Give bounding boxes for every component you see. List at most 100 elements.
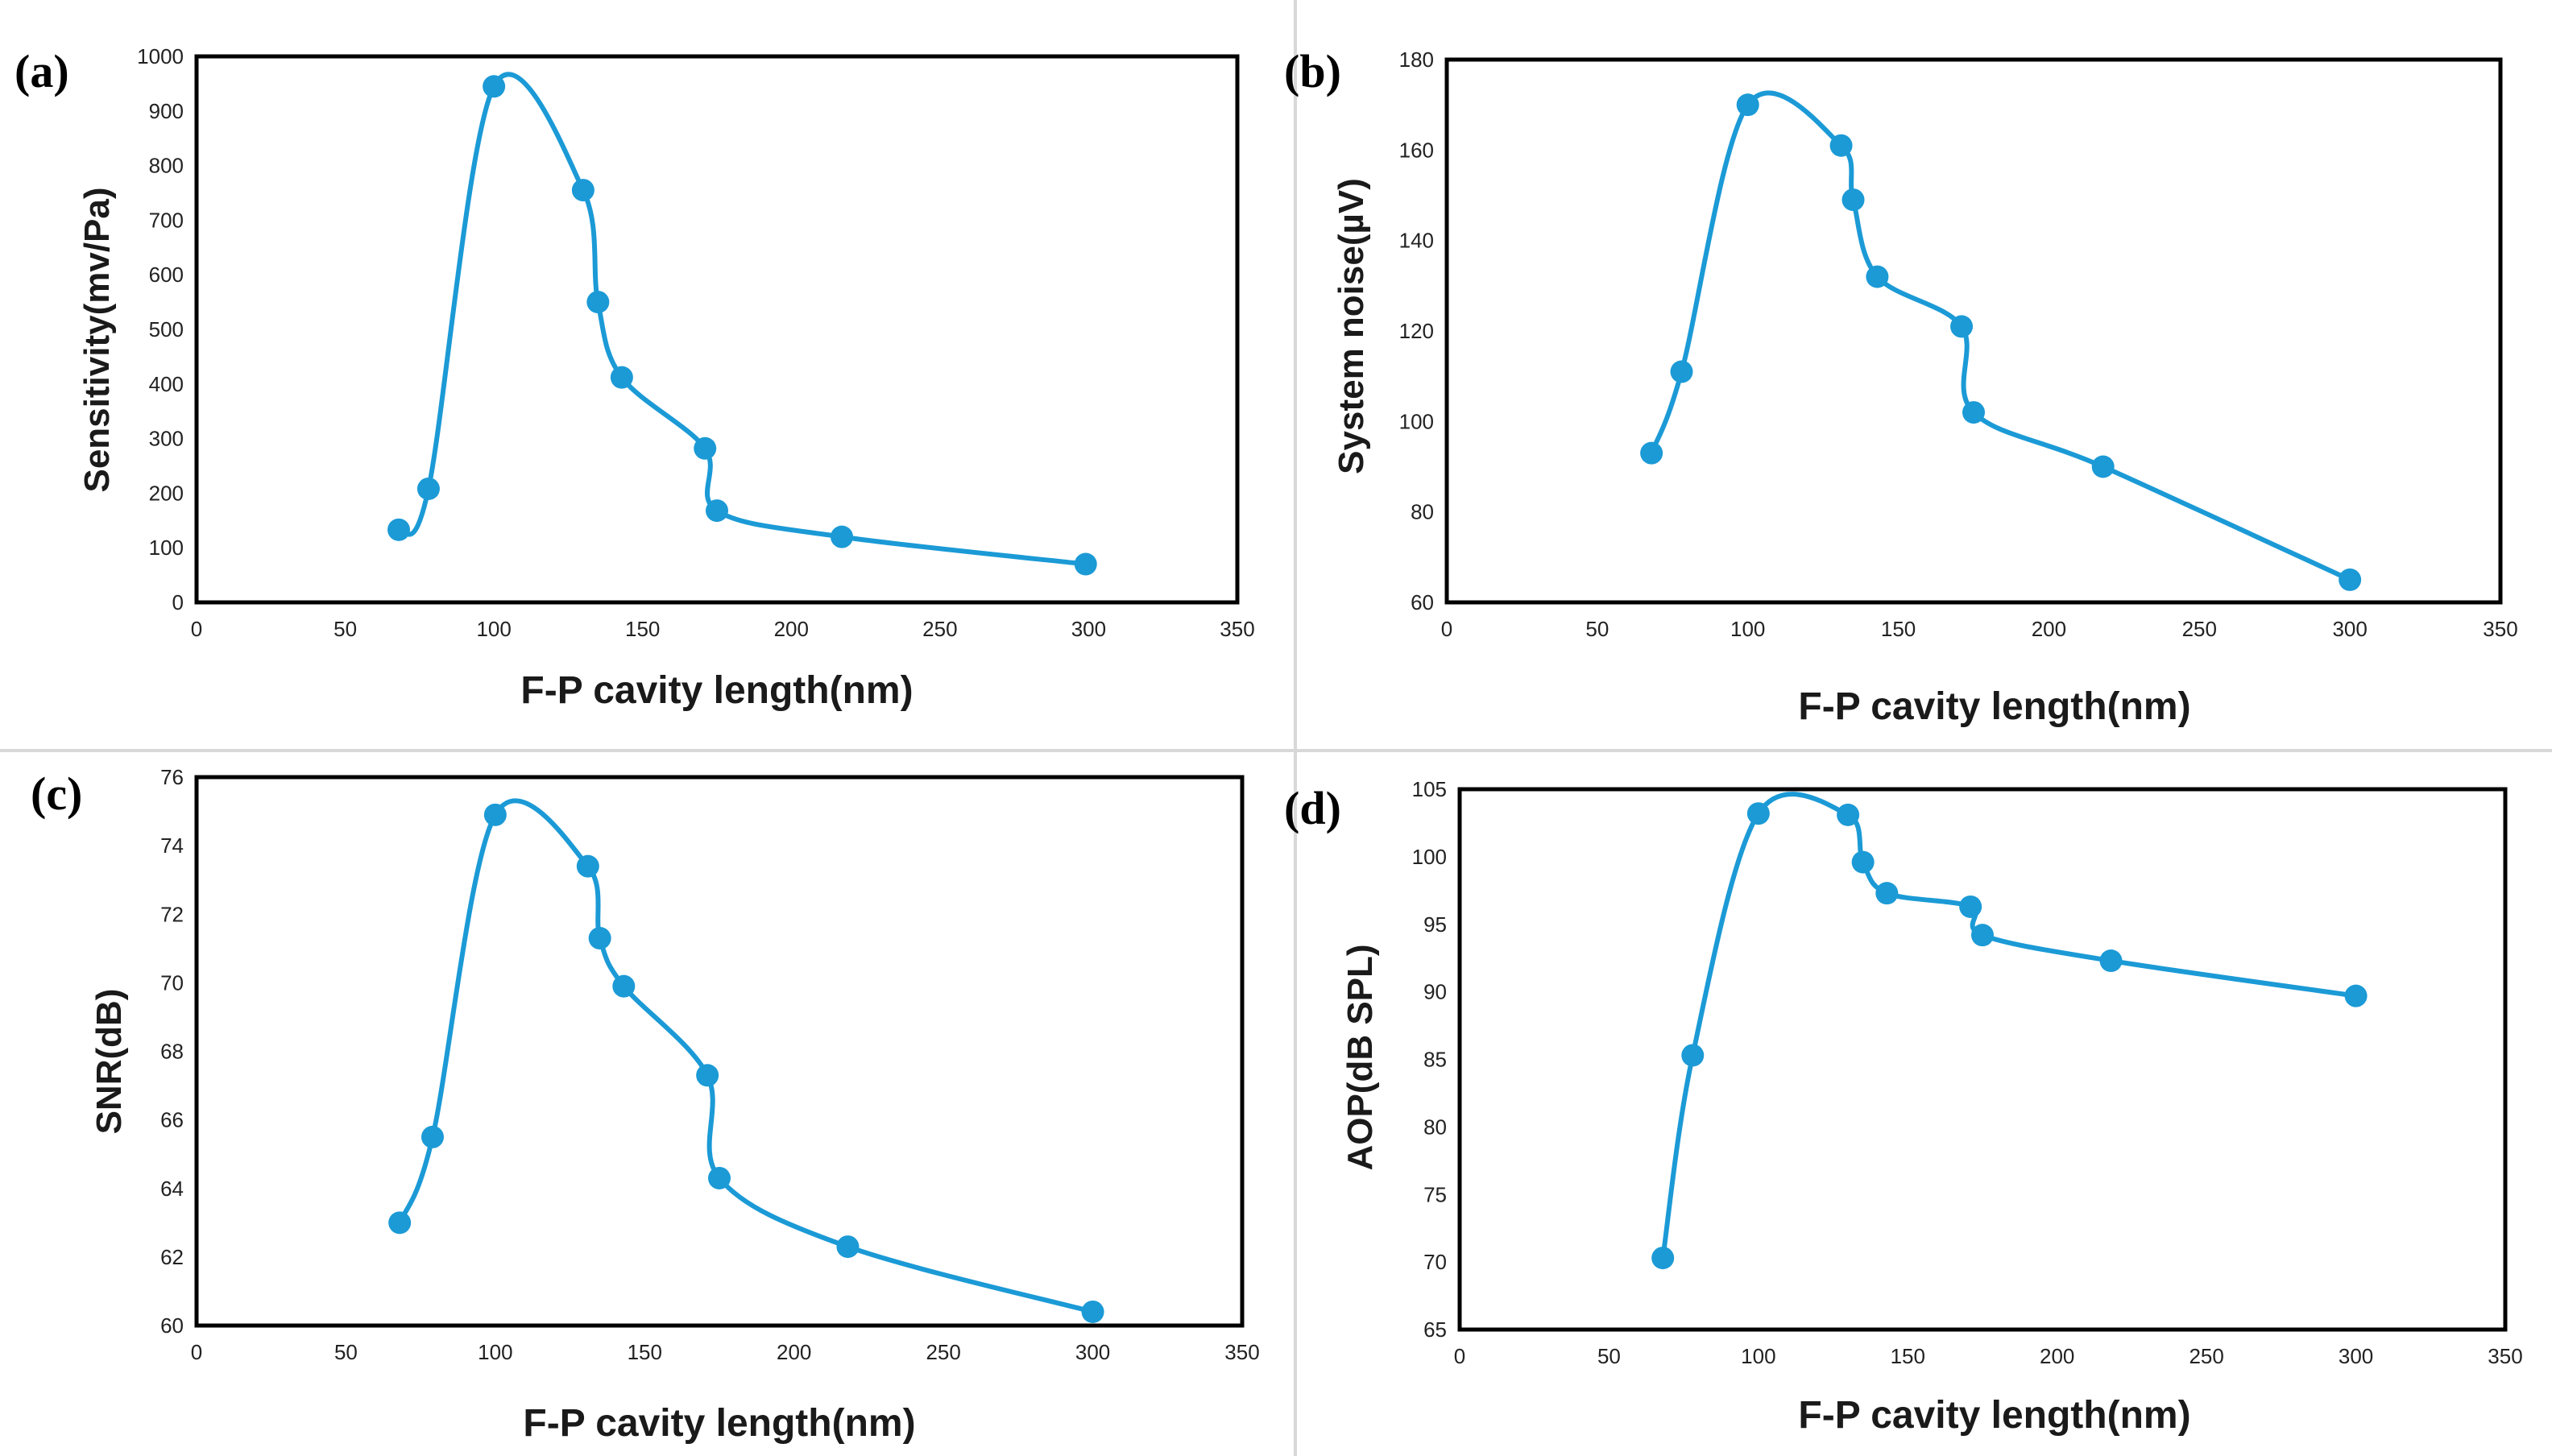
panel-d: (d) F-P cavity length(nm) AOP(dB SPL) 0 5…	[1284, 777, 2523, 1437]
panel-c: (c) F-P cavity length(nm) SNR(dB) 0 50 100…	[31, 765, 1260, 1445]
panel-d-x-tick-label: 350	[2488, 1344, 2522, 1368]
panel-a-data-point	[610, 366, 633, 389]
panel-d-y-tick-label: 70	[1423, 1250, 1447, 1274]
panel-a-plot-frame	[194, 54, 1240, 605]
panel-a-y-tick-label: 500	[149, 317, 184, 341]
panel-a-data-point	[694, 436, 717, 460]
panel-a-data-point	[387, 518, 411, 541]
panel-b-y-tick-label: 120	[1399, 319, 1434, 343]
panel-a-x-tick-label: 300	[1071, 617, 1106, 641]
panel-c-x-axis-label: F-P cavity length(nm)	[523, 1402, 915, 1445]
panel-a-y-tick-label: 800	[149, 154, 184, 178]
panel-b-x-tick-label: 100	[1730, 617, 1765, 641]
panel-b-data-point	[1670, 360, 1693, 383]
panel-a-x-tick-label: 50	[334, 617, 357, 641]
panel-c-y-tick-label: 70	[160, 970, 184, 995]
panel-c-series-line	[397, 798, 1096, 1314]
panel-b-x-tick-label: 300	[2332, 617, 2367, 641]
panel-b-x-axis-label: F-P cavity length(nm)	[1798, 685, 2190, 728]
panel-c-x-tick-label: 0	[191, 1340, 202, 1364]
panel-c-y-tick-label: 72	[160, 902, 184, 926]
panel-b-y-tick-label: 180	[1399, 48, 1434, 72]
panel-b-series-line	[1649, 90, 2353, 582]
panel-a-x-tick-label: 0	[191, 617, 202, 641]
panel-c-x-tick-label: 100	[478, 1340, 512, 1364]
panel-a-data-point	[706, 499, 728, 523]
panel-d-x-tick-label: 150	[1891, 1344, 1925, 1368]
panel-d-data-point	[1875, 882, 1899, 905]
panel-c-x-tick-label: 250	[926, 1340, 960, 1364]
panel-c-label: (c)	[31, 767, 82, 820]
panel-a-data-point	[483, 75, 506, 98]
panel-b-data-point	[1640, 441, 1663, 465]
panel-b-data-point	[1950, 315, 1974, 338]
panel-c-y-tick-label: 66	[160, 1108, 184, 1132]
panel-d-series-line	[1660, 792, 2359, 1261]
panel-a-y-tick-label: 100	[149, 536, 184, 560]
panel-d-y-tick-label: 90	[1423, 980, 1447, 1004]
panel-b-x-tick-label: 0	[1441, 617, 1452, 641]
panel-b-y-tick-label: 60	[1411, 590, 1434, 614]
panel-c-y-axis-label: SNR(dB)	[89, 989, 129, 1135]
panel-c-x-tick-label: 50	[334, 1340, 358, 1364]
panel-c-y-tick-label: 74	[160, 833, 184, 858]
panel-d-y-axis-label: AOP(dB SPL)	[1340, 944, 1380, 1170]
panel-d-y-tick-label: 65	[1423, 1317, 1447, 1342]
panel-a-x-tick-label: 250	[922, 617, 957, 641]
panel-c-data-point	[588, 927, 611, 950]
panel-d-plot-frame	[1457, 787, 2508, 1332]
panel-d-data-point	[1681, 1044, 1705, 1067]
panel-b-y-axis-label: System noise(µV)	[1332, 178, 1371, 474]
panel-b-y-tick-label: 100	[1399, 409, 1434, 433]
panel-a-y-tick-label: 400	[149, 372, 184, 396]
panel-c-data-point	[612, 974, 636, 998]
panel-c-plot-frame	[194, 775, 1245, 1328]
panel-a-label: (a)	[14, 45, 69, 97]
panel-d-data-point	[1851, 850, 1875, 874]
panel-c-data-point	[483, 803, 507, 826]
panel-a-y-tick-label: 200	[149, 481, 184, 505]
panel-d-x-tick-label: 0	[1454, 1344, 1465, 1368]
panel-a-y-tick-label: 0	[172, 590, 184, 614]
panel-d-data-point	[1746, 802, 1770, 825]
panel-d-y-tick-label: 95	[1423, 912, 1447, 937]
panel-b-data-point	[1866, 265, 1889, 288]
panel-c-x-tick-label: 300	[1075, 1340, 1110, 1364]
panel-b-label: (b)	[1284, 45, 1341, 97]
panel-a: (a) F-P cavity length(nm) Sensitivity(mv…	[14, 44, 1255, 712]
panel-d-data-point	[1971, 924, 1994, 947]
panel-d-label: (d)	[1284, 782, 1341, 834]
panel-b-data-point	[1736, 93, 1759, 117]
panel-a-data-point	[571, 179, 594, 202]
panel-b-x-tick-label: 350	[2483, 617, 2517, 641]
panel-a-data-point	[1074, 552, 1097, 576]
panel-a-y-tick-label: 700	[149, 208, 184, 232]
panel-c-data-point	[696, 1064, 719, 1087]
panel-b-data-point	[1829, 134, 1853, 157]
panel-c-x-tick-label: 200	[777, 1340, 811, 1364]
panel-c-data-point	[1081, 1300, 1104, 1323]
panel-a-y-axis-label: Sensitivity(mv/Pa)	[77, 187, 117, 492]
panel-c-y-tick-label: 76	[160, 765, 184, 789]
panel-c-x-tick-label: 350	[1224, 1340, 1259, 1364]
panel-d-data-point	[1651, 1247, 1675, 1270]
panel-c-y-tick-label: 60	[160, 1313, 184, 1338]
panel-b-x-tick-label: 150	[1881, 617, 1916, 641]
panel-c-data-point	[576, 854, 599, 878]
panel-b-data-point	[2091, 455, 2115, 478]
panel-a-x-tick-label: 350	[1220, 617, 1254, 641]
panel-b-data-point	[1962, 401, 1985, 424]
panel-c-data-point	[708, 1166, 731, 1189]
panel-c-x-tick-label: 150	[628, 1340, 662, 1364]
panel-d-y-tick-label: 100	[1412, 845, 1447, 869]
panel-c-data-point	[388, 1211, 412, 1235]
panel-b-plot-frame	[1444, 57, 2503, 605]
panel-a-x-axis-label: F-P cavity length(nm)	[520, 669, 913, 712]
panel-c-y-tick-label: 64	[160, 1177, 184, 1201]
panel-c-y-tick-label: 68	[160, 1040, 184, 1064]
panel-d-y-tick-label: 75	[1423, 1182, 1447, 1206]
panel-b-x-tick-label: 250	[2182, 617, 2217, 641]
panel-d-x-tick-label: 50	[1597, 1344, 1621, 1368]
panel-a-data-point	[416, 477, 440, 500]
